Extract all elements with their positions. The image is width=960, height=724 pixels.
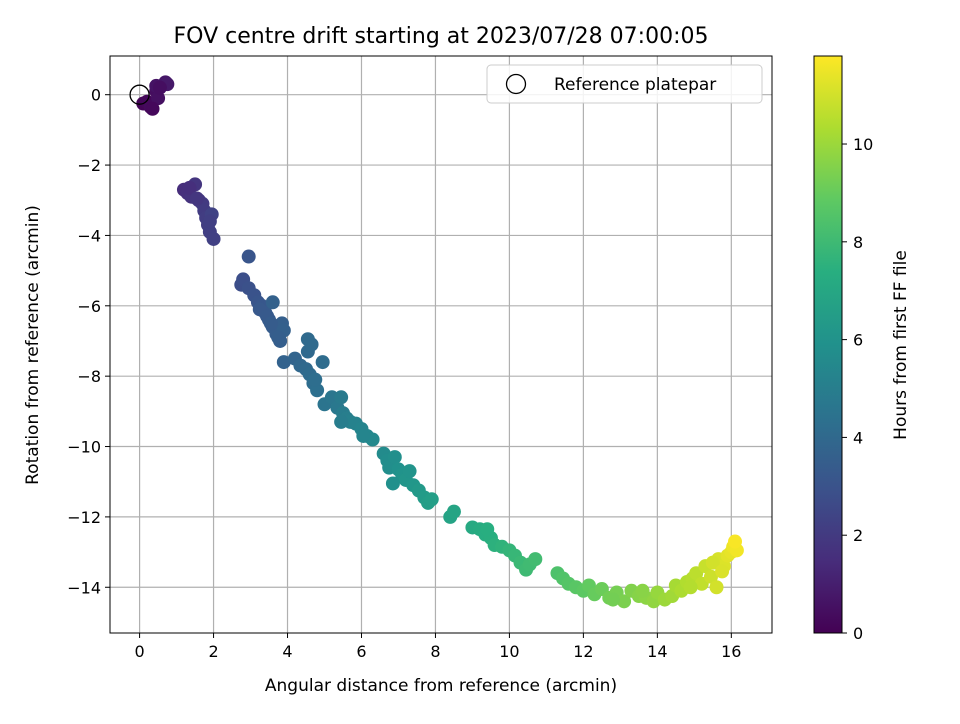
y-axis-ticks: 0 −2 −4 −6 −8 −10 −12 −14 <box>67 86 110 597</box>
data-point <box>446 504 461 519</box>
data-point <box>356 428 371 443</box>
colorbar-tick-label: 2 <box>853 526 863 545</box>
y-tick-label: −14 <box>67 578 101 597</box>
data-point <box>276 355 291 370</box>
x-tick-label: 14 <box>647 642 667 661</box>
data-point <box>683 580 698 595</box>
y-tick-label: −8 <box>77 367 101 386</box>
data-point <box>705 555 720 570</box>
colorbar-ticks: 0 2 4 6 8 10 <box>842 135 873 643</box>
data-point <box>334 414 349 429</box>
colorbar-tick-label: 4 <box>853 428 863 447</box>
colorbar-tick-label: 8 <box>853 233 863 252</box>
data-point <box>728 534 743 549</box>
y-tick-label: −2 <box>77 156 101 175</box>
x-tick-label: 6 <box>356 642 366 661</box>
reference-platepar-marker <box>129 84 150 105</box>
x-axis-label: Angular distance from reference (arcmin) <box>265 676 617 696</box>
x-axis-ticks: 0 2 4 6 8 10 12 14 16 <box>134 633 741 661</box>
data-point <box>151 91 166 106</box>
x-tick-label: 12 <box>573 642 593 661</box>
data-point <box>715 564 730 579</box>
data-point <box>402 464 417 479</box>
data-point <box>206 231 221 246</box>
y-tick-label: −12 <box>67 508 101 527</box>
legend-box <box>486 64 763 104</box>
data-point <box>635 583 650 598</box>
y-tick-label: 0 <box>91 86 101 105</box>
data-point <box>310 383 325 398</box>
y-axis-label: Rotation from reference (arcmin) <box>23 205 43 485</box>
data-point <box>263 316 278 331</box>
data-point <box>308 372 323 387</box>
y-tick-label: −10 <box>67 438 101 457</box>
data-point <box>387 450 402 465</box>
colorbar-label: Hours from first FF file <box>891 250 911 440</box>
data-point <box>189 191 204 206</box>
data-point <box>528 552 543 567</box>
data-point <box>304 337 319 352</box>
x-tick-label: 4 <box>282 642 292 661</box>
legend-label: Reference platepar <box>554 75 716 95</box>
plot-frame <box>109 55 773 634</box>
data-point <box>480 522 495 537</box>
data-point <box>424 492 439 507</box>
colorbar-tick-label: 0 <box>853 624 863 643</box>
data-point <box>605 592 620 607</box>
chart-title: FOV centre drift starting at 2023/07/28 … <box>174 24 709 49</box>
grid-lines <box>110 56 772 633</box>
legend-marker-open-circle <box>505 73 527 95</box>
data-points <box>129 75 744 609</box>
colorbar-tick-label: 6 <box>853 331 863 350</box>
y-tick-label: −6 <box>77 297 101 316</box>
data-point <box>182 180 197 195</box>
colorbar-gradient <box>813 55 843 634</box>
data-point <box>265 295 280 310</box>
data-point <box>145 101 160 116</box>
data-point <box>709 580 724 595</box>
colorbar-tick-label: 10 <box>853 135 873 154</box>
data-point <box>385 476 400 491</box>
y-tick-label: −4 <box>77 226 101 245</box>
x-tick-label: 0 <box>134 642 144 661</box>
data-point <box>334 390 349 405</box>
data-point <box>315 355 330 370</box>
data-point <box>152 80 167 95</box>
x-tick-label: 16 <box>721 642 741 661</box>
colorbar: 0 2 4 6 8 10 Hours from first FF file <box>813 55 911 643</box>
data-point <box>271 330 286 345</box>
legend: Reference platepar <box>486 64 763 104</box>
data-point <box>241 249 256 264</box>
x-tick-label: 8 <box>430 642 440 661</box>
x-tick-label: 2 <box>208 642 218 661</box>
data-point <box>703 569 718 584</box>
x-tick-label: 10 <box>499 642 519 661</box>
data-point <box>202 214 217 229</box>
data-point <box>617 594 632 609</box>
